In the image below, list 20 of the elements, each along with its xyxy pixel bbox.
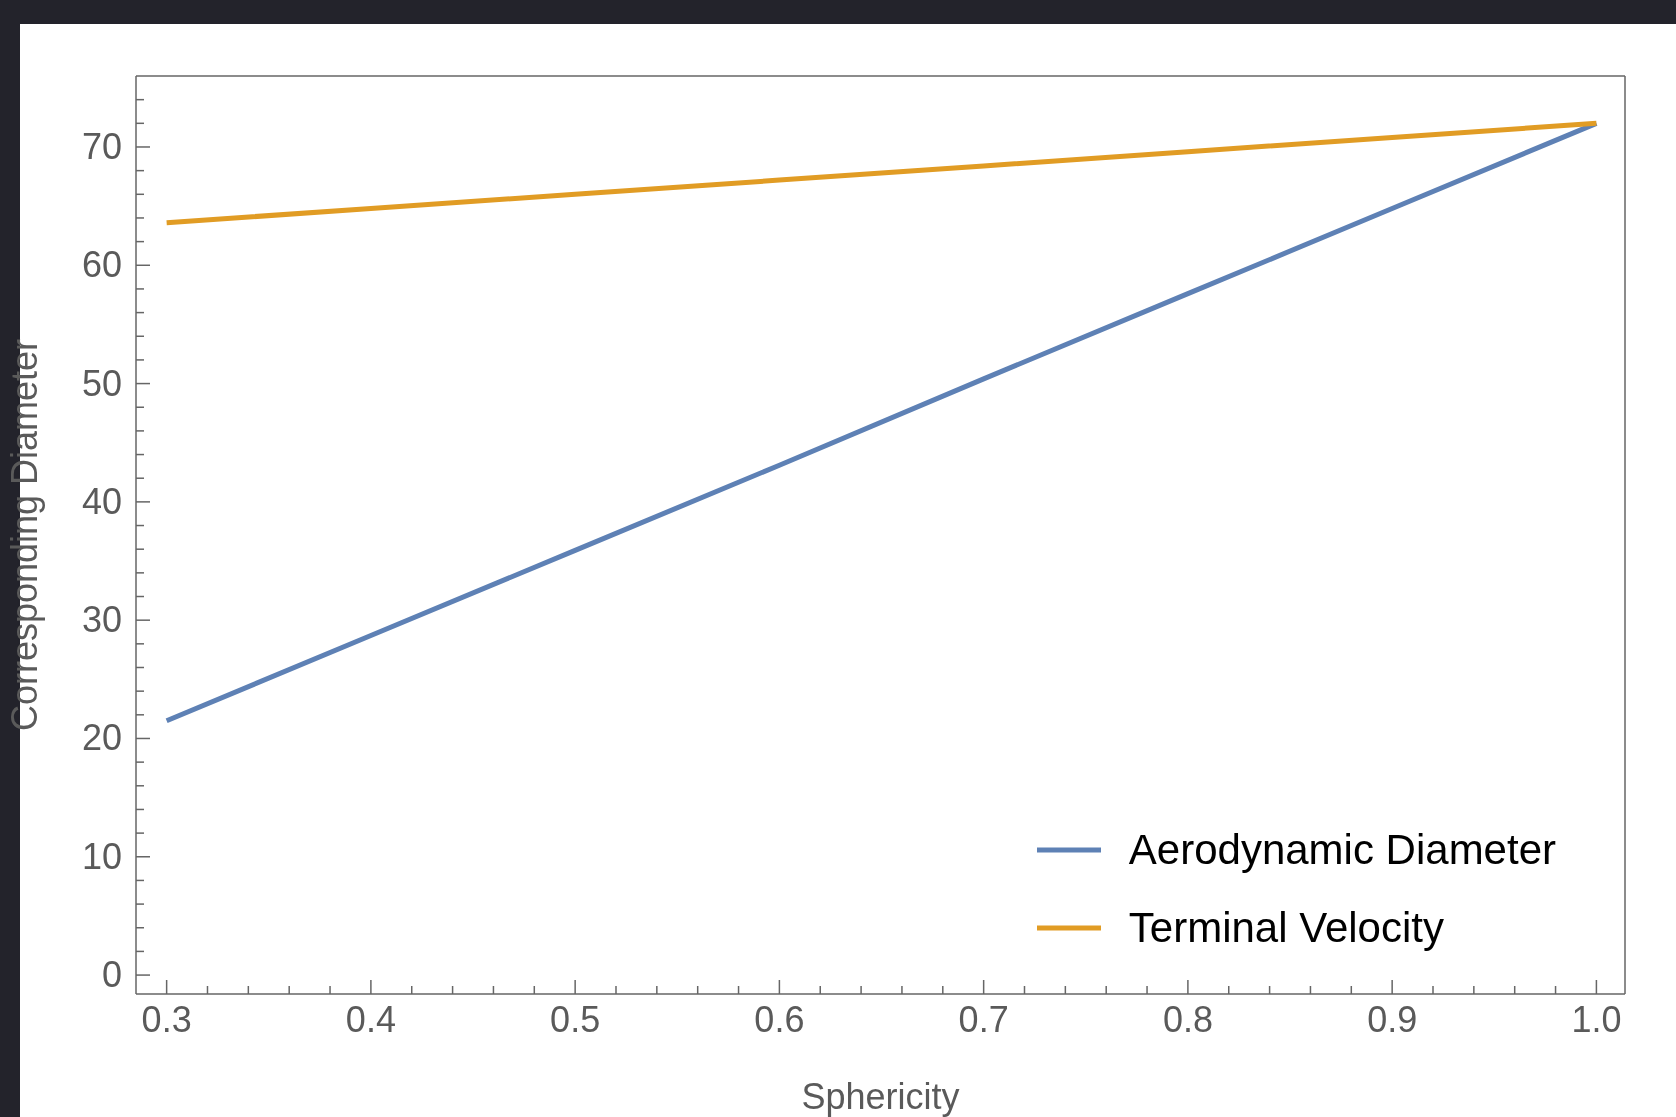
x-tick-label: 0.9: [1367, 999, 1418, 1040]
x-tick-label: 0.8: [1162, 999, 1213, 1040]
y-tick-label: 70: [81, 125, 122, 167]
legend-label: Terminal Velocity: [1128, 903, 1444, 953]
y-tick-label: 20: [81, 717, 122, 759]
legend-label: Aerodynamic Diameter: [1128, 825, 1556, 875]
y-axis-title: Corresponding Diameter: [3, 338, 45, 732]
x-tick-label: 0.7: [958, 999, 1009, 1040]
y-tick-label: 0: [101, 954, 122, 996]
y-tick-label: 10: [81, 835, 122, 877]
y-tick-label: 30: [81, 599, 122, 641]
y-tick-label: 40: [81, 480, 122, 522]
x-tick-label: 0.5: [550, 999, 601, 1040]
x-tick-label: 0.3: [141, 999, 192, 1040]
x-tick-label: 0.4: [345, 999, 396, 1040]
x-axis-title: Sphericity: [801, 1076, 960, 1117]
x-tick-label: 0.6: [754, 999, 805, 1040]
x-tick-label: 1.0: [1571, 999, 1622, 1040]
y-tick-label: 50: [81, 362, 122, 404]
y-tick-label: 60: [81, 244, 122, 286]
